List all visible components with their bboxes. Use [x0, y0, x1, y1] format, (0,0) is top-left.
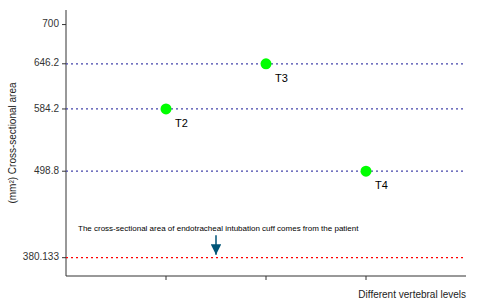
reference-line [66, 108, 466, 109]
point [361, 166, 372, 177]
x-tick [266, 276, 267, 280]
y-tick-label: 584.2 [34, 103, 59, 114]
y-tick-label: 498.8 [34, 165, 59, 176]
y-tick [62, 171, 66, 172]
reference-line [66, 171, 466, 172]
y-tick-label: 646.2 [34, 57, 59, 68]
y-tick-label: 700 [42, 18, 59, 29]
x-tick [366, 276, 367, 280]
y-tick-label: 380.133 [23, 251, 60, 262]
point [161, 103, 172, 114]
y-tick [62, 24, 66, 25]
y-tick [62, 108, 66, 109]
point-label: T3 [275, 72, 288, 84]
point [261, 58, 272, 69]
y-axis-label: (mm²) Cross-sectional area [7, 82, 18, 204]
point-label: T4 [375, 179, 388, 191]
reference-line [66, 257, 466, 258]
x-axis-label: Different vertebral levels [358, 289, 466, 300]
plot-area [66, 58, 466, 257]
point-label: T2 [175, 117, 188, 129]
y-axis [66, 10, 67, 276]
annotation-arrow [215, 235, 217, 254]
y-tick [62, 257, 66, 258]
x-tick [166, 276, 167, 280]
y-tick [62, 63, 66, 64]
chart: 700 646.2 584.2 498.8 380.133 Different verte… [0, 0, 480, 308]
annotation: The cross-sectional area of endotracheal… [78, 224, 359, 233]
